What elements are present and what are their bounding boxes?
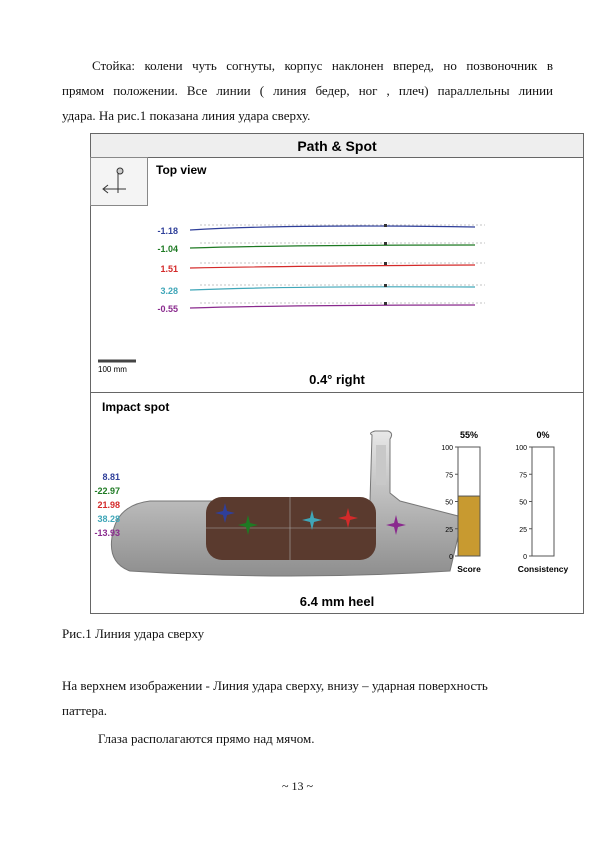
gauge-name: Score bbox=[457, 564, 481, 574]
impact-star bbox=[338, 508, 358, 528]
tick-label: 75 bbox=[445, 472, 453, 479]
impact-marker bbox=[384, 242, 387, 245]
tick-label: 75 bbox=[519, 472, 527, 479]
row-label: -1.04 bbox=[157, 244, 178, 254]
figure-header bbox=[90, 133, 584, 158]
gauge-value: 0% bbox=[536, 430, 549, 440]
icon bbox=[102, 167, 126, 194]
text-line: На верхнем изображении - Линия удара све… bbox=[62, 678, 488, 693]
tick-label: 25 bbox=[519, 527, 527, 534]
impact-star bbox=[302, 510, 322, 530]
putter bbox=[110, 430, 465, 577]
figure-title: Path & Spot bbox=[297, 138, 377, 154]
text-line: Глаза располагаются прямо над мячом. bbox=[98, 731, 315, 746]
scale-label: 100 mm bbox=[98, 365, 127, 374]
path-line bbox=[189, 225, 476, 231]
tick-label: 100 bbox=[515, 445, 527, 452]
tick-label: 50 bbox=[445, 500, 453, 507]
tick-label: 50 bbox=[519, 500, 527, 507]
text-line: Стойка: колени чуть согнуты, корпус накл… bbox=[92, 58, 553, 73]
tick-label: 0 bbox=[449, 554, 453, 561]
text-line: паттера. bbox=[62, 703, 108, 718]
row-label: -13.93 bbox=[94, 528, 120, 538]
impact-star bbox=[215, 503, 235, 523]
path-line bbox=[189, 304, 476, 309]
tick-label: 100 bbox=[441, 445, 453, 452]
tick-label: 25 bbox=[445, 527, 453, 534]
text-line: прямом положении. Все линии ( линия беде… bbox=[62, 83, 553, 98]
row-label: 38.28 bbox=[97, 514, 120, 524]
top-result: 0.4° right bbox=[309, 372, 365, 387]
gauge-bar bbox=[457, 495, 481, 557]
path-line bbox=[189, 286, 476, 291]
figure: Path & Spot Top view -1.18 -1.04 1.51 3.28 -… bbox=[90, 133, 584, 614]
path-line bbox=[189, 244, 476, 249]
impact-marker bbox=[384, 302, 387, 305]
top-view-title: Top view bbox=[156, 163, 207, 177]
row-label: -22.97 bbox=[94, 486, 120, 496]
impact-marker bbox=[384, 262, 387, 265]
impact-star bbox=[386, 515, 406, 535]
path-line bbox=[189, 264, 476, 269]
gauge-frame bbox=[531, 446, 555, 557]
row-label: 3.28 bbox=[160, 286, 178, 296]
row-label: -1.18 bbox=[157, 226, 178, 236]
gauge-value: 55% bbox=[460, 430, 478, 440]
gauge-name: Consistency bbox=[518, 564, 569, 574]
text-line: удара. На рис.1 показана линия удара све… bbox=[62, 108, 311, 123]
row-label: -0.55 bbox=[157, 304, 178, 314]
icon-box bbox=[90, 157, 148, 206]
impact-marker bbox=[384, 224, 387, 227]
row-label: 8.81 bbox=[102, 472, 120, 482]
row-label: 21.98 bbox=[97, 500, 120, 510]
impact-marker bbox=[384, 284, 387, 287]
impact-result: 6.4 mm heel bbox=[300, 594, 374, 609]
tick-label: 0 bbox=[523, 554, 527, 561]
impact-title: Impact spot bbox=[102, 400, 169, 414]
row-label: 1.51 bbox=[160, 264, 178, 274]
page-number: ~ 13 ~ bbox=[282, 779, 313, 793]
caption: Рис.1 Линия удара сверху bbox=[62, 626, 205, 641]
impact-star bbox=[238, 515, 258, 535]
